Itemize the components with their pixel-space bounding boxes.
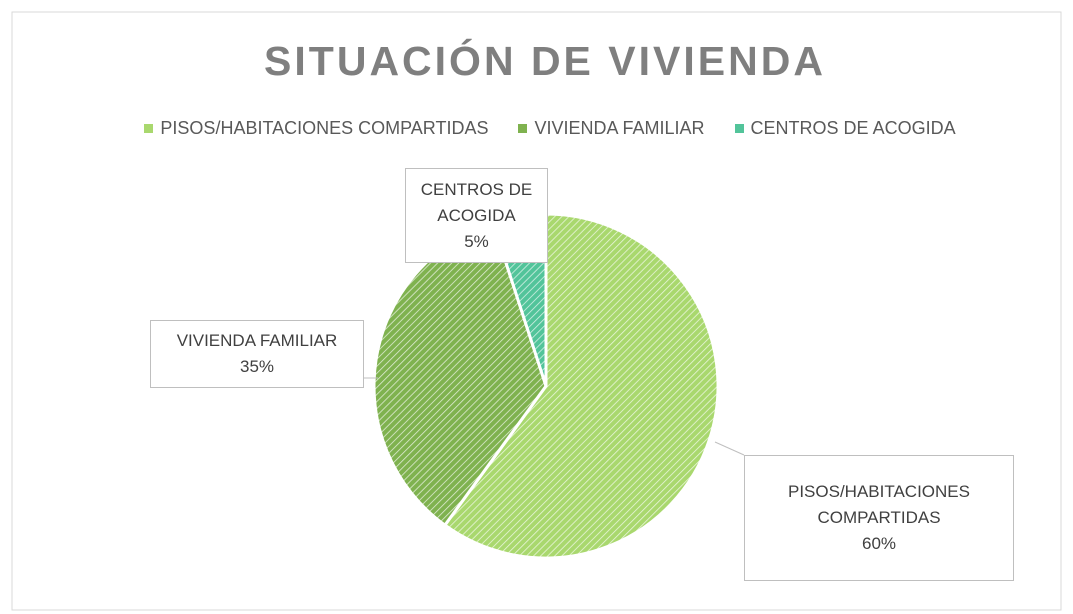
data-label-value: 5% [464, 231, 489, 251]
legend-item: VIVIENDA FAMILIAR [518, 118, 705, 139]
legend-swatch [144, 124, 154, 133]
data-label-category: VIVIENDA FAMILIAR [176, 331, 338, 350]
legend: PISOS/HABITACIONES COMPARTIDAS VIVIENDA F… [0, 118, 1073, 139]
pie-slice [442, 212, 720, 560]
legend-swatch [518, 124, 528, 133]
legend-swatch [734, 124, 744, 133]
legend-label: PISOS/HABITACIONES COMPARTIDAS [160, 118, 489, 138]
data-label: PISOS/HABITACIONES COMPARTIDAS 60% [744, 455, 1014, 581]
data-label-value: 60% [861, 534, 897, 553]
data-label-category: PISOS/HABITACIONES COMPARTIDAS [787, 482, 970, 527]
legend-item: CENTROS DE ACOGIDA [734, 118, 956, 139]
data-label: VIVIENDA FAMILIAR 35% [150, 320, 364, 388]
chart-title: SITUACIÓN DE VIVIENDA [264, 38, 826, 84]
leader-line [714, 441, 745, 456]
legend-label: VIVIENDA FAMILIAR [534, 118, 705, 138]
data-label-value: 35% [239, 357, 275, 376]
legend-label: CENTROS DE ACOGIDA [750, 118, 956, 138]
legend-item: PISOS/HABITACIONES COMPARTIDAS [144, 118, 488, 139]
data-label-category: CENTROS DE ACOGIDA [420, 179, 533, 225]
data-label: CENTROS DE ACOGIDA 5% [405, 168, 548, 263]
